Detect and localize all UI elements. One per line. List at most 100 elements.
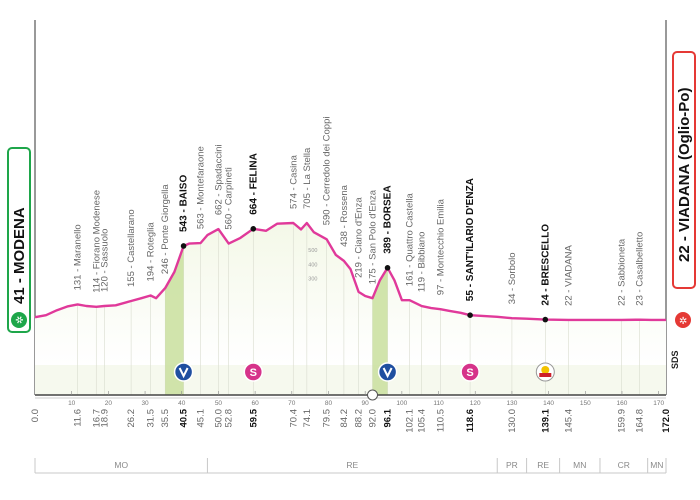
km-label-8: 45.1 xyxy=(196,409,207,428)
redbull-icon-bar-4 xyxy=(539,373,552,377)
location-label-11: 574 - Casina xyxy=(288,154,299,209)
km-label-26: 159.9 xyxy=(617,409,628,433)
climb-icon-v-0 xyxy=(178,367,189,379)
x-tick-label-7: 80 xyxy=(325,400,333,407)
km-label-7: 40.5 xyxy=(179,408,190,427)
x-tick-label-13: 140 xyxy=(543,400,554,407)
x-tick-label-3: 40 xyxy=(178,400,186,407)
km-label-9: 50.0 xyxy=(213,409,224,428)
start-flag-glyph: ✲ xyxy=(15,316,26,324)
redbull-marker-4 xyxy=(535,362,555,382)
km-label-27: 164.8 xyxy=(635,409,646,433)
km-label-11: 59.5 xyxy=(248,408,259,427)
key-point-dot-1 xyxy=(250,226,257,232)
km-label-4: 26.2 xyxy=(126,409,137,428)
location-label-3: 155 - Castellarano xyxy=(126,209,137,287)
km-label-19: 102.1 xyxy=(405,409,416,433)
alt-tick-label-1: 400 xyxy=(308,262,317,268)
key-point-dot-3 xyxy=(467,312,473,318)
plot-area: 300 400 500 10 20 30 40 50 60 70 80 90 100 110 120 130 1… xyxy=(30,117,672,474)
sprint-marker-1: S xyxy=(243,362,264,382)
x-tick-label-2: 30 xyxy=(141,400,149,407)
location-label-1: 114 - Fiorano Modenese xyxy=(91,190,102,293)
location-label-15: 219 - Ciano d'Enza xyxy=(354,197,365,278)
km-label-2: 16.7 xyxy=(91,409,102,428)
km-label-21: 110.5 xyxy=(435,409,446,432)
location-label-14: 438 - Rossena xyxy=(339,184,350,247)
km-label-13: 74.1 xyxy=(302,409,313,428)
key-point-dot-0 xyxy=(180,243,187,249)
feed-zone-icon xyxy=(367,389,379,401)
finish-label-box: 22 - VIADANA (Oglio-Po) xyxy=(672,51,696,289)
location-label-12: 705 - La Stella xyxy=(302,147,313,209)
location-label-9: 560 - Carpineti xyxy=(224,167,235,229)
province-label-2: PR xyxy=(506,460,518,470)
climb-zone-0 xyxy=(165,246,184,395)
province-label-3: RE xyxy=(537,460,549,470)
start-label-text: 41 - MODENA xyxy=(11,207,28,304)
location-label-18: 161 - Quattro Castella xyxy=(405,193,416,287)
climb-icon-v-2 xyxy=(382,367,393,379)
province-label-4: MN xyxy=(573,460,586,470)
location-label-22: 34 - Sorbolo xyxy=(507,252,518,304)
km-label-17: 92.0 xyxy=(368,409,379,428)
location-label-7: 563 - Montefaraone xyxy=(196,146,207,229)
profile-area-fill xyxy=(35,223,666,365)
km-label-28: 172.0 xyxy=(661,409,672,433)
location-label-20: 97 - Montecchio Emilia xyxy=(435,198,446,295)
start-label-border xyxy=(7,147,31,333)
profile-line xyxy=(34,221,666,322)
x-tick-label-16: 170 xyxy=(653,400,664,407)
km-label-12: 70.4 xyxy=(288,409,299,428)
location-label-16: 175 - San Polo d'Enza xyxy=(368,189,379,284)
x-tick-label-6: 70 xyxy=(288,400,296,407)
km-label-6: 35.5 xyxy=(160,409,171,428)
province-label-5: CR xyxy=(618,460,630,470)
location-label-8: 662 - Spadaccini xyxy=(213,144,224,215)
km-label-20: 105.4 xyxy=(417,409,428,433)
sprint-icon-1 xyxy=(243,362,264,382)
location-label-19: 119 - Bibbiano xyxy=(417,232,428,293)
location-label-23: 24 - BRESCELLO xyxy=(540,224,551,306)
province-label-6: MN xyxy=(650,460,663,470)
climb-v-marker-0 xyxy=(173,362,194,382)
km-label-5: 31.5 xyxy=(146,409,157,428)
sprint-marker-3: S xyxy=(460,362,480,382)
finish-label-text: 22 - VIADANA (Oglio-Po) xyxy=(676,88,693,262)
x-tick-label-5: 60 xyxy=(251,400,259,407)
province-label-0: MO xyxy=(114,460,128,470)
x-tick-label-11: 120 xyxy=(470,400,481,407)
x-tick-label-1: 20 xyxy=(105,400,113,407)
location-label-17: 389 - BORSEA xyxy=(383,185,394,253)
x-tick-label-14: 150 xyxy=(580,400,591,407)
key-point-dot-4 xyxy=(542,316,549,323)
key-point-dot-2 xyxy=(384,265,391,271)
km-label-16: 88.2 xyxy=(354,409,365,428)
km-label-18: 96.1 xyxy=(383,408,394,427)
km-label-14: 79.5 xyxy=(322,409,333,428)
x-tick-label-12: 130 xyxy=(506,400,517,407)
province-label-1: RE xyxy=(346,460,358,470)
location-label-13: 590 - Cerredolo dei Coppi xyxy=(322,117,333,226)
redbull-icon-sun-4 xyxy=(541,366,550,374)
finish-flag-glyph: ✲ xyxy=(679,316,687,327)
location-label-6: 543 - BAISO xyxy=(179,175,190,232)
km-label-24: 139.1 xyxy=(540,408,551,432)
location-label-2: 120 - Sassuolo xyxy=(99,229,110,292)
climb-icon-2 xyxy=(377,362,398,382)
x-tick-label-15: 160 xyxy=(617,400,628,407)
sprint-icon-3 xyxy=(460,362,480,382)
alt-tick-label-0: 300 xyxy=(308,276,317,282)
start-label-box: 41 - MODENA ✲ xyxy=(7,147,31,333)
km-label-1: 11.6 xyxy=(73,409,84,427)
start-flag-icon xyxy=(11,312,27,328)
km-label-22: 118.6 xyxy=(465,409,476,432)
location-label-5: 246 - Ponte Giorgella xyxy=(160,184,171,274)
x-tick-label-10: 110 xyxy=(433,400,444,407)
km-label-23: 130.0 xyxy=(507,409,518,433)
km-label-0: 0.0 xyxy=(30,409,41,422)
alt-tick-label-2: 500 xyxy=(308,248,317,254)
km-label-3: 18.9 xyxy=(99,409,110,428)
km-label-25: 145.4 xyxy=(563,409,574,433)
